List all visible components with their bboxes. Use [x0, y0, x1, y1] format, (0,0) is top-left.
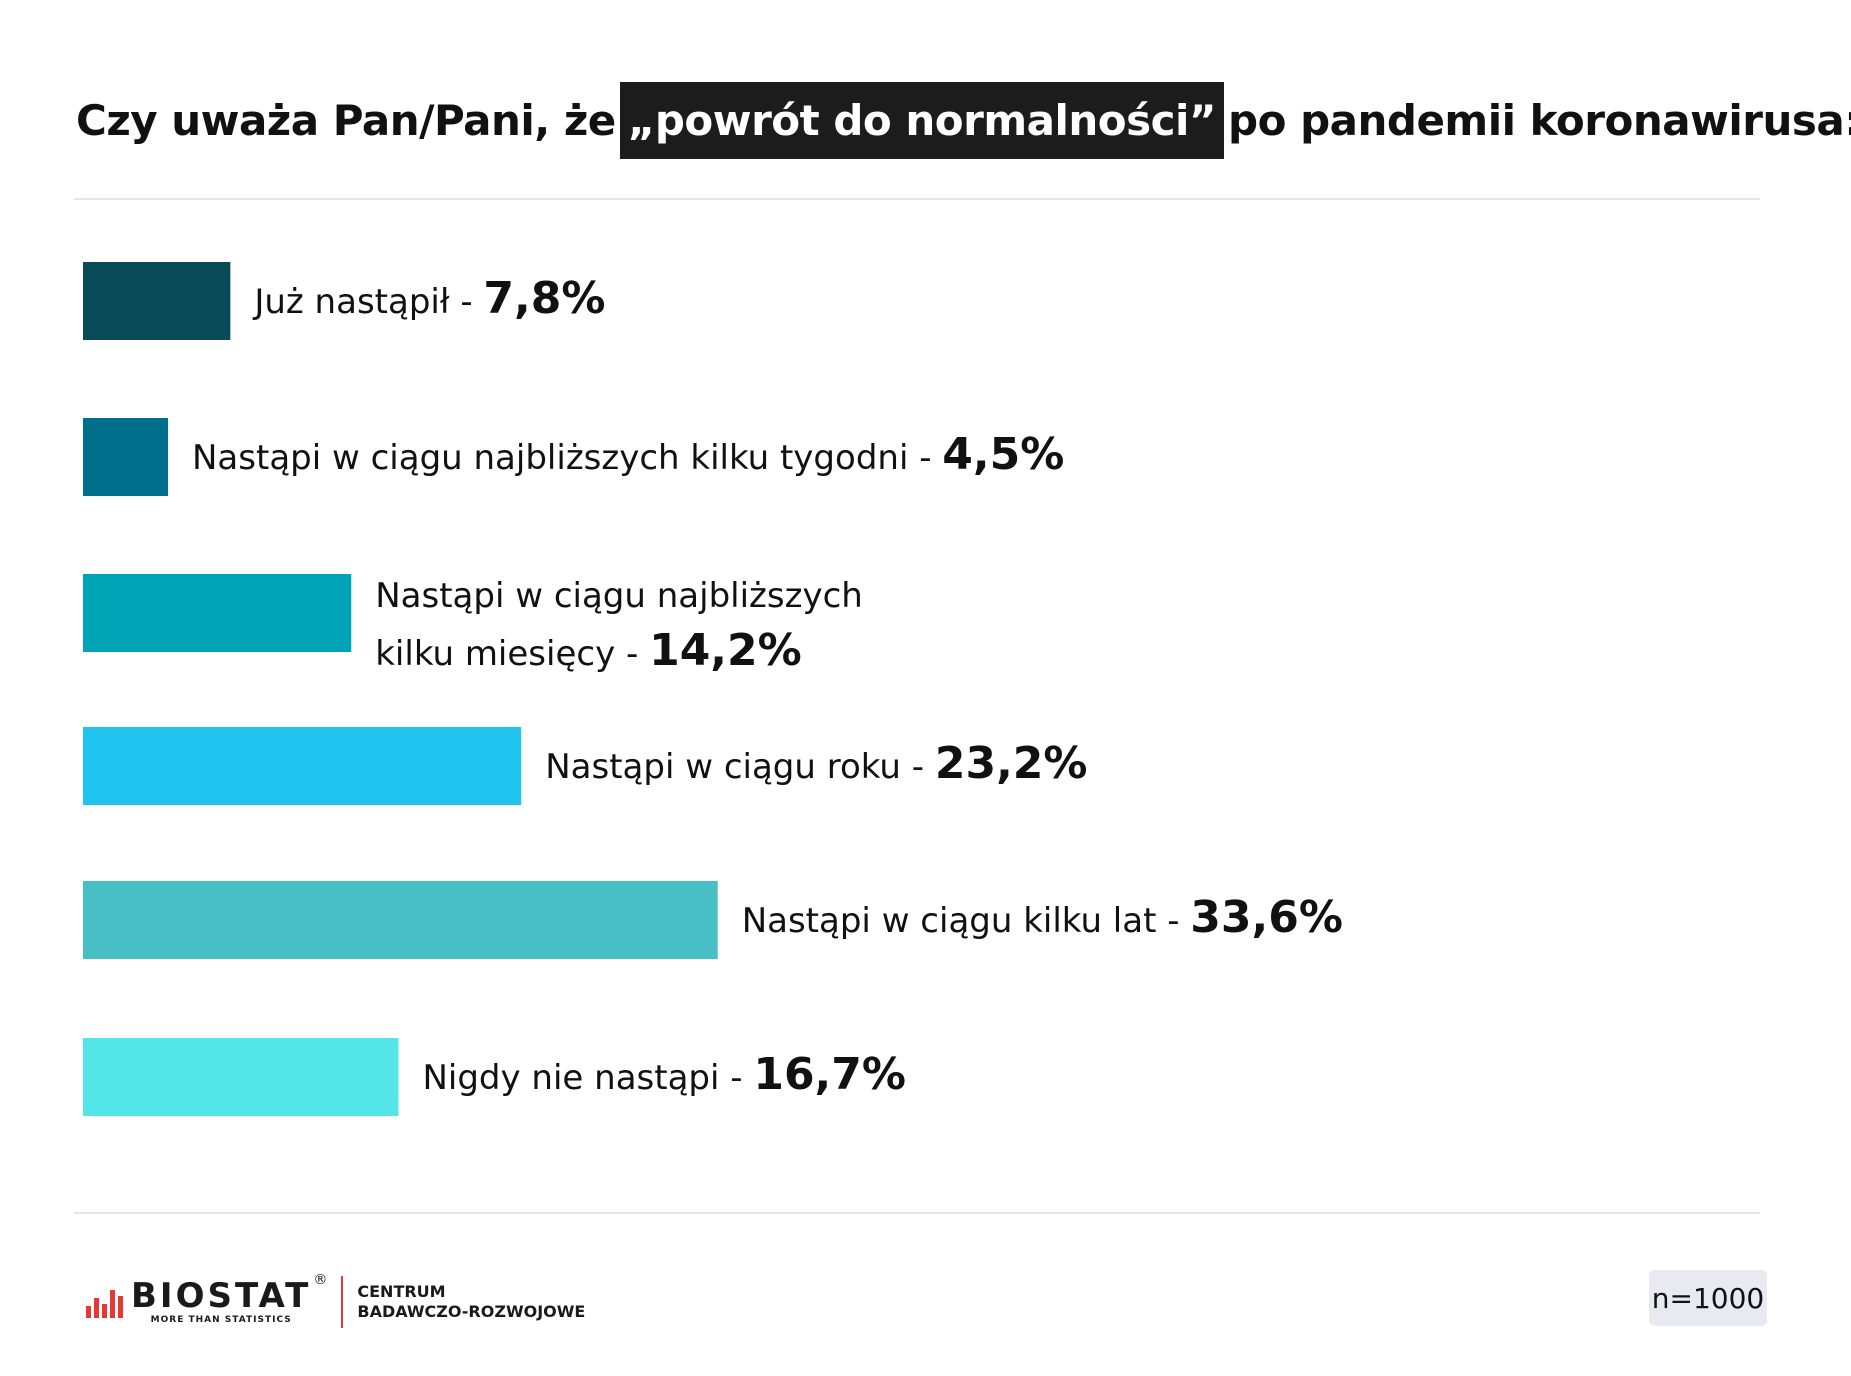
sample-size-badge: n=1000 [1649, 1270, 1767, 1326]
bar-5 [83, 881, 718, 959]
bar-1 [83, 262, 231, 340]
bar-value-label-4: 23,2% [935, 738, 1088, 789]
bar-label-6: Nigdy nie nastąpi - 16,7% [422, 1049, 906, 1100]
logo-name: BIOSTAT [131, 1276, 312, 1316]
bar-value-label-2: 4,5% [942, 429, 1064, 480]
logo-tagline: MORE THAN STATISTICS [150, 1315, 292, 1325]
bar-value-label-6: 16,7% [753, 1049, 906, 1100]
bar-label-3-line-1: Nastąpi w ciągu najbliższych [375, 576, 863, 616]
bar-label-2: Nastąpi w ciągu najbliższych kilku tygod… [192, 429, 1064, 480]
chart-title: Czy uważa Pan/Pani, że „powrót do normal… [76, 82, 1851, 159]
bar-label-5: Nastąpi w ciągu kilku lat - 33,6% [742, 892, 1343, 943]
title-text-before: Czy uważa Pan/Pani, że [76, 96, 616, 145]
bar-label-1: Już nastąpił - 7,8% [252, 273, 605, 324]
logo-sub-line2: BADAWCZO-ROZWOJOWE [357, 1302, 586, 1321]
title-text-after: po pandemii koronawirusa: [1228, 96, 1851, 145]
logo-wordmark: BIOSTAT MORE THAN STATISTICS [131, 1279, 311, 1325]
biostat-logo: BIOSTAT MORE THAN STATISTICS ® CENTRUM B… [86, 1272, 585, 1332]
top-divider [74, 198, 1760, 200]
bar-value-label-5: 33,6% [1190, 892, 1343, 943]
logo-bars-icon [86, 1286, 123, 1318]
bar-6 [83, 1038, 399, 1116]
title-highlight: „powrót do normalności” [619, 82, 1225, 159]
bottom-divider [74, 1212, 1760, 1214]
logo-sub-line1: CENTRUM [357, 1282, 446, 1301]
bar-label-4: Nastąpi w ciągu roku - 23,2% [545, 738, 1087, 789]
bar-value-label-3: 14,2% [649, 625, 802, 676]
logo-separator [341, 1276, 344, 1328]
bar-2 [83, 418, 169, 496]
bar-4 [83, 727, 522, 805]
bar-label-3-line-2: kilku miesięcy - 14,2% [375, 625, 802, 676]
bar-3 [83, 574, 352, 652]
bar-value-label-1: 7,8% [483, 273, 605, 324]
registered-mark: ® [313, 1272, 328, 1288]
logo-subtitle: CENTRUM BADAWCZO-ROZWOJOWE [357, 1282, 585, 1322]
